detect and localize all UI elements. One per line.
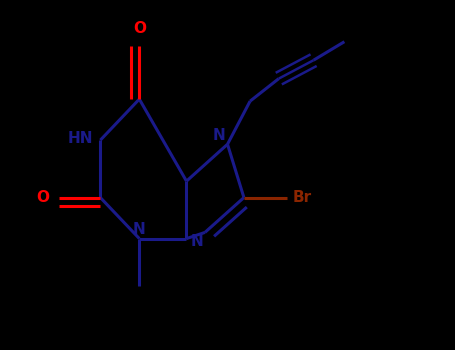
Text: O: O xyxy=(133,21,146,36)
Text: N: N xyxy=(212,128,225,143)
Text: O: O xyxy=(36,190,49,205)
Text: N: N xyxy=(190,234,203,250)
Text: N: N xyxy=(133,222,146,237)
Text: Br: Br xyxy=(293,190,312,205)
Text: HN: HN xyxy=(67,131,93,146)
